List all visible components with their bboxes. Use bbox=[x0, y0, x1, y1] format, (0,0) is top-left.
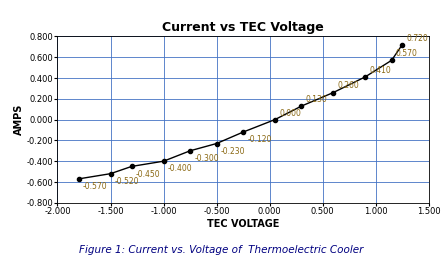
Text: -0.400: -0.400 bbox=[168, 164, 192, 173]
Text: -0.450: -0.450 bbox=[136, 170, 160, 179]
Text: Figure 1: Current vs. Voltage of  Thermoelectric Cooler: Figure 1: Current vs. Voltage of Thermoe… bbox=[79, 245, 363, 255]
Text: 0.260: 0.260 bbox=[338, 81, 359, 90]
Title: Current vs TEC Voltage: Current vs TEC Voltage bbox=[162, 21, 324, 34]
Text: -0.230: -0.230 bbox=[221, 147, 245, 156]
Text: -0.520: -0.520 bbox=[115, 177, 139, 186]
Text: -0.120: -0.120 bbox=[248, 135, 272, 144]
Y-axis label: AMPS: AMPS bbox=[14, 104, 24, 135]
Text: 0.130: 0.130 bbox=[306, 95, 328, 104]
Text: 0.410: 0.410 bbox=[370, 66, 391, 75]
Text: 0.000: 0.000 bbox=[279, 108, 301, 118]
Text: 0.720: 0.720 bbox=[407, 34, 428, 43]
Text: -0.300: -0.300 bbox=[194, 154, 219, 163]
X-axis label: TEC VOLTAGE: TEC VOLTAGE bbox=[207, 219, 279, 229]
Text: 0.570: 0.570 bbox=[396, 49, 418, 58]
Text: -0.570: -0.570 bbox=[83, 182, 107, 191]
